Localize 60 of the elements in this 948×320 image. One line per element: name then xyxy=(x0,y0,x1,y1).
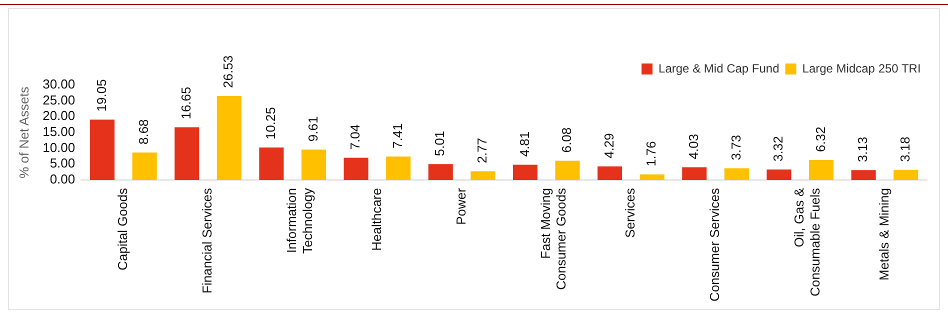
bar xyxy=(598,166,622,180)
data-label: 8.68 xyxy=(136,119,152,145)
bar xyxy=(512,164,538,180)
x-tick-label: Healthcare xyxy=(368,188,384,251)
bar xyxy=(766,169,792,180)
bar xyxy=(216,96,242,180)
data-label: 3.32 xyxy=(770,136,786,162)
y-tick-label: 0.00 xyxy=(50,172,76,187)
bar xyxy=(809,160,834,180)
y-tick-label: 25.00 xyxy=(42,92,76,108)
data-label: 4.29 xyxy=(601,133,616,158)
bar xyxy=(682,167,707,180)
bar xyxy=(470,171,496,180)
data-label: 10.25 xyxy=(263,106,278,140)
y-axis-title: % of Net Assets xyxy=(16,86,32,178)
data-label: 2.77 xyxy=(474,138,490,164)
legend-label: Large Midcap 250 TRI xyxy=(802,61,921,76)
data-label: 7.04 xyxy=(348,124,363,150)
bar xyxy=(894,170,918,180)
legend-label: Large & Mid Cap Fund xyxy=(658,61,780,76)
bar xyxy=(851,170,876,180)
data-label: 1.76 xyxy=(644,141,659,166)
x-tick-label: Information Technology xyxy=(284,188,315,254)
x-tick-label: Services xyxy=(622,188,638,238)
y-tick-label: 10.00 xyxy=(42,140,76,155)
bar xyxy=(174,127,200,180)
bar xyxy=(428,164,453,180)
bar xyxy=(555,160,580,180)
x-tick-label: Financial Services xyxy=(200,188,215,294)
data-label: 4.81 xyxy=(516,131,532,157)
bar xyxy=(386,156,411,180)
y-tick-label: 20.00 xyxy=(42,108,76,124)
bar xyxy=(344,158,368,180)
bar xyxy=(301,150,326,180)
x-tick-label: Consumer Services xyxy=(707,188,722,302)
x-tick-label: Fast Moving Consumer Goods xyxy=(538,188,569,290)
data-label: 9.61 xyxy=(305,116,320,142)
bar xyxy=(90,120,115,180)
data-label: 26.53 xyxy=(220,55,236,88)
data-label: 6.08 xyxy=(559,127,574,153)
x-tick-label: Power xyxy=(453,187,468,225)
bar xyxy=(132,152,157,180)
data-label: 6.32 xyxy=(812,126,828,152)
data-label: 3.18 xyxy=(897,136,912,162)
data-label: 4.03 xyxy=(686,134,701,160)
y-tick-label: 5.00 xyxy=(50,156,76,171)
data-label: 3.13 xyxy=(855,136,870,162)
data-label: 5.01 xyxy=(432,130,448,156)
x-tick-label: Oil, Gas & Consumable Fuels xyxy=(792,188,822,296)
data-label: 19.05 xyxy=(94,79,109,112)
bar xyxy=(640,174,664,180)
data-label: 3.73 xyxy=(728,134,744,160)
y-tick-label: 30.00 xyxy=(42,76,76,92)
bar xyxy=(259,148,284,180)
bar xyxy=(724,168,749,180)
y-tick-label: 15.00 xyxy=(42,124,76,140)
data-label: 7.41 xyxy=(390,123,405,149)
data-label: 16.65 xyxy=(178,86,194,120)
x-tick-label: Metals & Mining xyxy=(876,188,892,280)
x-tick-label: Capital Goods xyxy=(115,188,130,270)
